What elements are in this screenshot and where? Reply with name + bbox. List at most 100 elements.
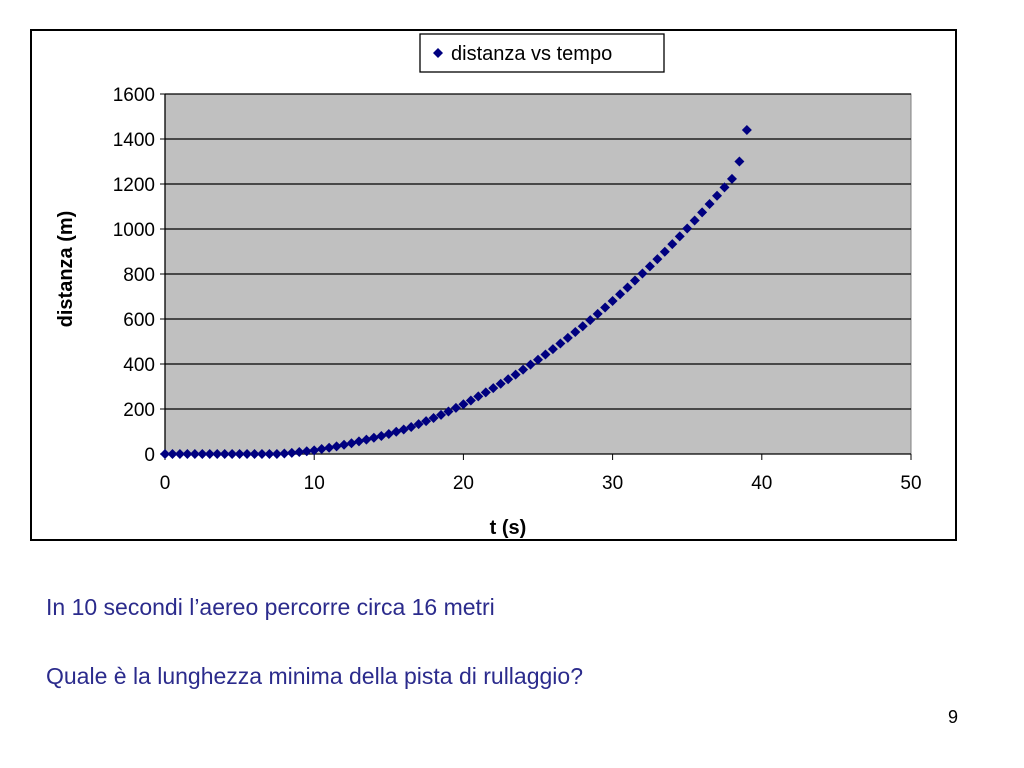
data-point <box>212 449 223 459</box>
x-tick-label: 50 <box>900 473 921 494</box>
data-point <box>622 282 633 293</box>
data-point <box>547 344 558 355</box>
data-point <box>421 416 432 427</box>
data-point <box>629 275 640 286</box>
chart-area: 0 200 400 600 800 1000 1200 1400 1600 0 10 20 30 40 50… <box>30 29 957 541</box>
x-axis-label: t (s) <box>490 517 527 539</box>
data-point <box>644 261 655 272</box>
data-point <box>667 239 678 250</box>
data-point <box>518 364 529 375</box>
data-point <box>704 199 715 210</box>
data-point <box>674 231 685 242</box>
data-point <box>577 321 588 332</box>
data-point <box>167 449 178 459</box>
y-tick-label: 0 <box>144 445 155 466</box>
data-point <box>301 446 312 457</box>
data-point <box>204 449 215 459</box>
data-point <box>339 439 350 450</box>
data-point <box>406 422 417 432</box>
data-point <box>227 449 238 459</box>
data-point <box>510 369 521 380</box>
data-point <box>540 349 551 360</box>
data-point <box>719 182 730 193</box>
data-point <box>689 215 700 226</box>
data-point <box>480 387 491 398</box>
legend-marker <box>433 48 443 58</box>
data-point <box>376 431 387 441</box>
y-tick-label: 800 <box>123 265 155 286</box>
legend-label: distanza vs tempo <box>451 43 612 65</box>
data-point <box>361 434 372 445</box>
data-point <box>458 399 469 410</box>
data-point <box>242 449 253 459</box>
y-tick-label: 1400 <box>113 130 155 151</box>
data-point <box>189 449 200 459</box>
data-point <box>488 383 499 394</box>
data-point <box>346 438 357 449</box>
data-point <box>734 156 745 167</box>
data-point <box>174 449 185 459</box>
y-tick-label: 1000 <box>113 220 155 241</box>
y-tick-label: 400 <box>123 355 155 376</box>
data-point <box>391 426 402 437</box>
y-axis-label: distanza (m) <box>55 211 77 328</box>
data-point <box>182 449 193 459</box>
data-point <box>503 374 514 385</box>
data-point <box>286 447 297 458</box>
x-tick-label: 0 <box>160 473 171 494</box>
data-point <box>570 327 581 338</box>
data-point <box>331 441 342 452</box>
data-point <box>525 359 536 370</box>
data-point <box>726 173 737 184</box>
x-tick-label: 40 <box>751 473 772 494</box>
y-tick-label: 200 <box>123 400 155 421</box>
x-tick-label: 10 <box>304 473 325 494</box>
data-point <box>607 296 618 306</box>
data-point <box>443 406 454 417</box>
x-tick-label: 30 <box>602 473 623 494</box>
data-point <box>562 332 573 343</box>
data-point <box>264 449 275 459</box>
data-point <box>294 446 305 457</box>
data-point <box>353 436 364 447</box>
data-point <box>249 449 260 459</box>
data-point <box>436 409 447 420</box>
data-point <box>383 428 394 439</box>
data-point <box>428 413 439 423</box>
data-point <box>533 354 543 365</box>
data-point <box>160 449 170 459</box>
chart-svg: 0 200 400 600 800 1000 1200 1400 1600 0 10 20 30 40 50… <box>55 33 922 539</box>
data-point <box>256 449 267 459</box>
data-point <box>659 246 670 257</box>
data-point <box>600 302 611 313</box>
data-point <box>450 402 461 413</box>
data-point <box>279 448 290 459</box>
data-point <box>324 442 335 453</box>
legend-box <box>419 33 665 73</box>
y-tick-label: 1600 <box>113 85 155 106</box>
data-point <box>592 308 603 319</box>
data-point <box>309 445 320 456</box>
data-point <box>465 395 476 406</box>
data-point <box>682 223 693 234</box>
data-point <box>712 190 723 201</box>
data-point <box>585 315 596 326</box>
data-point <box>741 125 752 135</box>
y-tick-label: 600 <box>123 310 155 331</box>
data-point <box>368 432 379 443</box>
data-point <box>316 444 327 455</box>
data-point <box>197 449 208 459</box>
x-tick-label: 20 <box>453 473 474 494</box>
data-point <box>219 449 230 459</box>
data-point <box>495 378 506 389</box>
data-point <box>697 207 708 218</box>
caption-line-2: Quale è la lunghezza minima della pista … <box>46 663 583 689</box>
data-point <box>615 289 626 300</box>
data-point <box>234 449 245 459</box>
data-point <box>473 391 484 402</box>
data-point <box>555 338 566 349</box>
data-point <box>271 449 282 459</box>
data-point <box>413 419 424 430</box>
caption-line-1: In 10 secondi l’aereo percorre circa 16 … <box>46 594 495 620</box>
y-tick-label: 1200 <box>113 175 155 196</box>
